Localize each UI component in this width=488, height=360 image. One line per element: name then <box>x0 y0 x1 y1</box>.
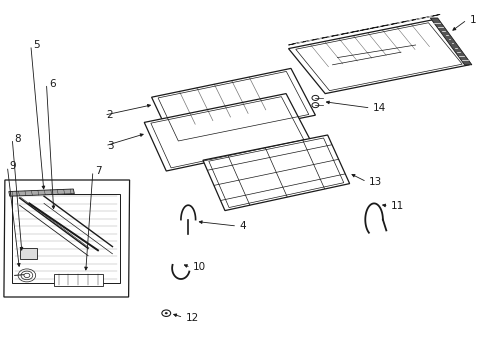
Text: 1: 1 <box>468 15 475 25</box>
Text: 8: 8 <box>15 134 21 144</box>
Polygon shape <box>20 248 37 259</box>
Text: 5: 5 <box>33 40 40 50</box>
Polygon shape <box>144 94 310 171</box>
Text: 13: 13 <box>368 177 382 187</box>
Text: 14: 14 <box>372 103 386 113</box>
Polygon shape <box>288 14 439 45</box>
Text: 10: 10 <box>193 262 206 273</box>
Text: 6: 6 <box>49 78 56 89</box>
Text: 9: 9 <box>10 161 17 171</box>
Text: 7: 7 <box>95 166 102 176</box>
Polygon shape <box>203 135 349 211</box>
Polygon shape <box>9 189 74 196</box>
Circle shape <box>311 103 318 108</box>
Circle shape <box>311 95 318 100</box>
Text: 11: 11 <box>390 201 404 211</box>
Polygon shape <box>151 68 315 144</box>
Text: 4: 4 <box>239 221 246 231</box>
Circle shape <box>162 310 170 316</box>
Text: 12: 12 <box>185 312 199 323</box>
Polygon shape <box>54 274 102 286</box>
Polygon shape <box>429 18 471 65</box>
Text: 3: 3 <box>107 141 114 151</box>
Polygon shape <box>288 20 468 94</box>
Circle shape <box>164 312 167 314</box>
Text: 2: 2 <box>106 110 113 120</box>
Polygon shape <box>4 180 129 297</box>
